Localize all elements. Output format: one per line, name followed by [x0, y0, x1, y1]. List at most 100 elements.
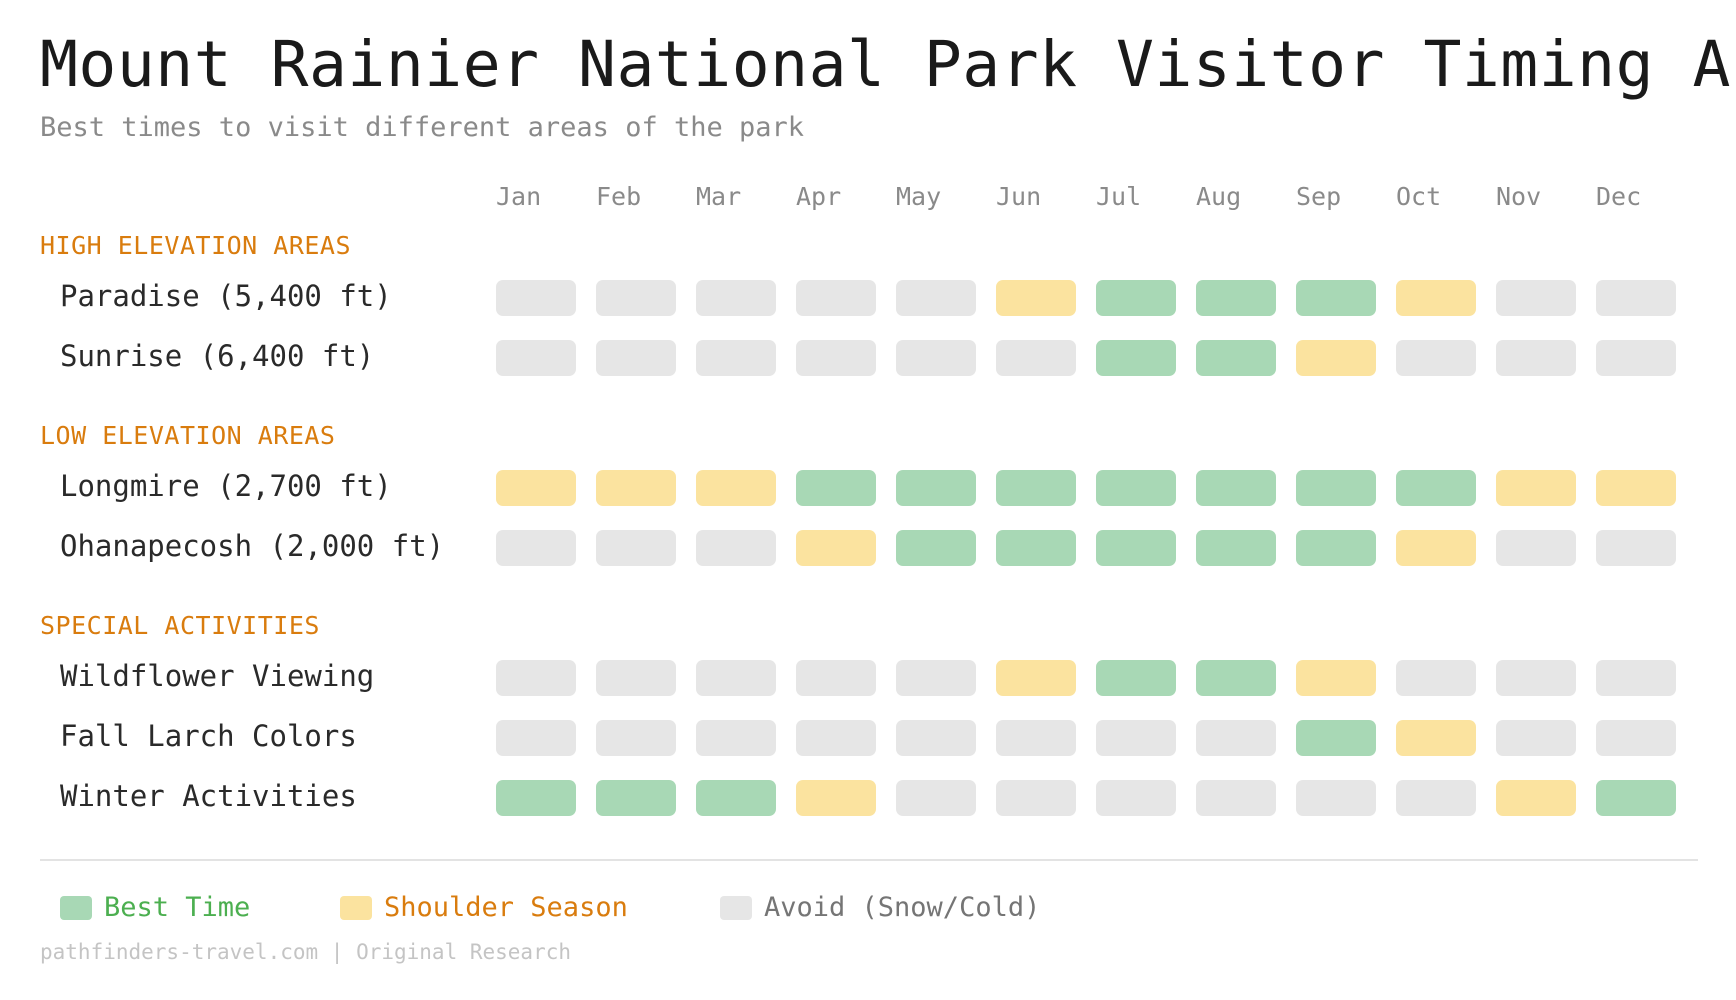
heatmap-cell	[1296, 530, 1376, 566]
heatmap-cell	[696, 340, 776, 376]
heatmap-cell	[996, 780, 1076, 816]
heatmap-cell	[1296, 280, 1376, 316]
heatmap-cell	[996, 530, 1076, 566]
heatmap-cell	[896, 280, 976, 316]
heatmap-cell	[1196, 780, 1276, 816]
heatmap-cell	[796, 470, 876, 506]
legend-item-avoid: Avoid (Snow/Cold)	[720, 888, 1040, 928]
heatmap-cell	[1296, 720, 1376, 756]
heatmap-cell	[896, 470, 976, 506]
legend-item-shoulder: Shoulder Season	[340, 888, 628, 928]
heatmap-cell	[696, 530, 776, 566]
heatmap-cell	[1596, 660, 1676, 696]
heatmap-cell	[796, 720, 876, 756]
row-label: Wildflower Viewing	[60, 659, 374, 693]
month-label-nov: Nov	[1496, 182, 1541, 211]
heatmap-cell	[1496, 280, 1576, 316]
legend-swatch-shoulder	[340, 896, 372, 920]
heatmap-cell	[1496, 660, 1576, 696]
row-label: Fall Larch Colors	[60, 719, 357, 753]
heatmap-cell	[796, 340, 876, 376]
month-label-sep: Sep	[1296, 182, 1341, 211]
heatmap-cell	[796, 660, 876, 696]
heatmap-cell	[1396, 660, 1476, 696]
month-label-dec: Dec	[1596, 182, 1641, 211]
heatmap-cell	[1596, 530, 1676, 566]
heatmap-cell	[796, 280, 876, 316]
heatmap-cell	[1496, 340, 1576, 376]
heatmap-cell	[696, 720, 776, 756]
legend-swatch-best	[60, 896, 92, 920]
heatmap-cell	[1396, 780, 1476, 816]
legend-label-best: Best Time	[104, 892, 251, 923]
heatmap-cell	[1296, 660, 1376, 696]
heatmap-cell	[696, 780, 776, 816]
section-label: SPECIAL ACTIVITIES	[40, 611, 320, 640]
legend-item-best: Best Time	[60, 888, 250, 928]
heatmap-cell	[1596, 280, 1676, 316]
section-label: HIGH ELEVATION AREAS	[40, 231, 351, 260]
row-label: Longmire (2,700 ft)	[60, 469, 392, 503]
heatmap-cell	[696, 660, 776, 696]
heatmap-cell	[1096, 660, 1176, 696]
heatmap-cell	[1396, 720, 1476, 756]
heatmap-cell	[896, 780, 976, 816]
heatmap-cell	[796, 530, 876, 566]
heatmap-cell	[1596, 780, 1676, 816]
chart-title: Mount Rainier National Park Visitor Timi…	[40, 28, 1736, 101]
heatmap-cell	[1496, 530, 1576, 566]
heatmap-cell	[1196, 340, 1276, 376]
month-label-apr: Apr	[796, 182, 841, 211]
heatmap-cell	[496, 720, 576, 756]
heatmap-cell	[896, 530, 976, 566]
month-label-jun: Jun	[996, 182, 1041, 211]
heatmap-cell	[596, 530, 676, 566]
heatmap-cell	[1096, 470, 1176, 506]
legend-label-avoid: Avoid (Snow/Cold)	[764, 892, 1041, 923]
legend-divider	[40, 859, 1698, 861]
heatmap-cell	[496, 660, 576, 696]
heatmap-cell	[1196, 530, 1276, 566]
heatmap-cell	[496, 780, 576, 816]
footer-source: pathfinders-travel.com | Original Resear…	[40, 940, 572, 964]
heatmap-cell	[596, 780, 676, 816]
heatmap-cell	[1096, 530, 1176, 566]
heatmap-cell	[1196, 720, 1276, 756]
heatmap-cell	[1096, 780, 1176, 816]
heatmap-cell	[996, 340, 1076, 376]
month-label-oct: Oct	[1396, 182, 1441, 211]
heatmap-cell	[1596, 340, 1676, 376]
heatmap-cell	[1196, 470, 1276, 506]
heatmap-cell	[1096, 340, 1176, 376]
heatmap-cell	[1096, 280, 1176, 316]
heatmap-cell	[1196, 660, 1276, 696]
row-label: Winter Activities	[60, 779, 357, 813]
month-label-feb: Feb	[596, 182, 641, 211]
heatmap-cell	[996, 660, 1076, 696]
heatmap-cell	[996, 470, 1076, 506]
month-label-jan: Jan	[496, 182, 541, 211]
heatmap-cell	[1296, 470, 1376, 506]
heatmap-cell	[896, 340, 976, 376]
heatmap-cell	[896, 720, 976, 756]
heatmap-cell	[1196, 280, 1276, 316]
heatmap-cell	[496, 530, 576, 566]
month-label-jul: Jul	[1096, 182, 1141, 211]
row-label: Sunrise (6,400 ft)	[60, 339, 374, 373]
heatmap-cell	[496, 280, 576, 316]
heatmap-cell	[596, 720, 676, 756]
row-label: Paradise (5,400 ft)	[60, 279, 392, 313]
heatmap-cell	[596, 280, 676, 316]
heatmap-cell	[496, 340, 576, 376]
legend-label-shoulder: Shoulder Season	[384, 892, 628, 923]
section-label: LOW ELEVATION AREAS	[40, 421, 335, 450]
legend-swatch-avoid	[720, 896, 752, 920]
heatmap-cell	[596, 660, 676, 696]
row-label: Ohanapecosh (2,000 ft)	[60, 529, 444, 563]
heatmap-cell	[796, 780, 876, 816]
chart-subtitle: Best times to visit different areas of t…	[40, 112, 805, 143]
heatmap-cell	[996, 720, 1076, 756]
heatmap-cell	[596, 340, 676, 376]
heatmap-cell	[1596, 720, 1676, 756]
heatmap-cell	[1296, 340, 1376, 376]
